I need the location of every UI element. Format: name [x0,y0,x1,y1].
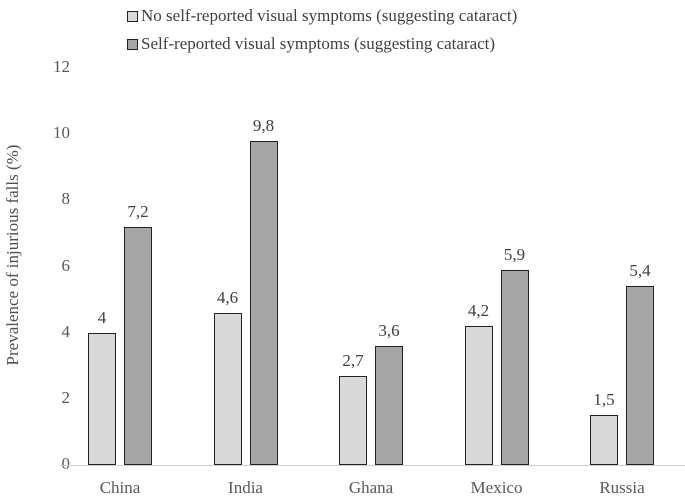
x-tick-label: Russia [599,478,645,497]
legend-label: No self-reported visual symptoms (sugges… [141,6,518,25]
data-label: 5,4 [629,261,651,281]
data-label: 1,5 [593,390,615,410]
data-label: 4,6 [216,287,239,307]
bar-mexico-series-1 [500,269,529,465]
x-axis-line [60,465,685,466]
legend-label: Self-reported visual symptoms (suggestin… [141,34,496,53]
bar-ghana-series-0 [339,375,367,465]
bar-russia-series-1 [626,286,654,465]
bar-mexico-series-0 [464,326,493,465]
x-tick-label: Ghana [348,478,394,497]
legend-item-no-symptoms: No self-reported visual symptoms (sugges… [127,2,517,30]
data-label: 4 [97,307,107,327]
legend-swatch-light-icon [127,10,138,22]
y-tick-label: 6 [61,255,71,275]
bar-india-series-0 [213,312,242,465]
x-tick-label: Mexico [470,478,523,497]
data-label: 4,2 [467,301,490,321]
legend-item-symptoms: Self-reported visual symptoms (suggestin… [127,30,517,58]
data-label: 5,9 [503,244,526,264]
legend-swatch-dark-icon [127,38,138,50]
legend: No self-reported visual symptoms (sugges… [127,2,517,58]
data-label: 9,8 [252,115,275,135]
y-tick-label: 12 [53,57,70,76]
y-axis-title-text: Prevalence of injurious falls (%) [3,144,22,366]
x-tick-label: India [228,478,263,497]
y-tick-label: 10 [53,123,70,143]
y-tick-label: 4 [61,321,71,341]
y-tick-label: 0 [61,454,71,473]
bar-russia-series-0 [590,415,618,465]
bar-ghana-series-1 [375,345,403,465]
y-tick-label: 8 [61,189,71,209]
bar-china-series-1 [124,226,152,465]
x-tick-label: China [99,478,141,497]
bar-india-series-1 [249,140,278,465]
bar-china-series-0 [88,332,116,465]
data-label: 7,2 [127,201,149,221]
y-tick-label: 2 [61,387,71,407]
data-label: 3,6 [378,320,400,340]
data-label: 2,7 [342,350,364,370]
